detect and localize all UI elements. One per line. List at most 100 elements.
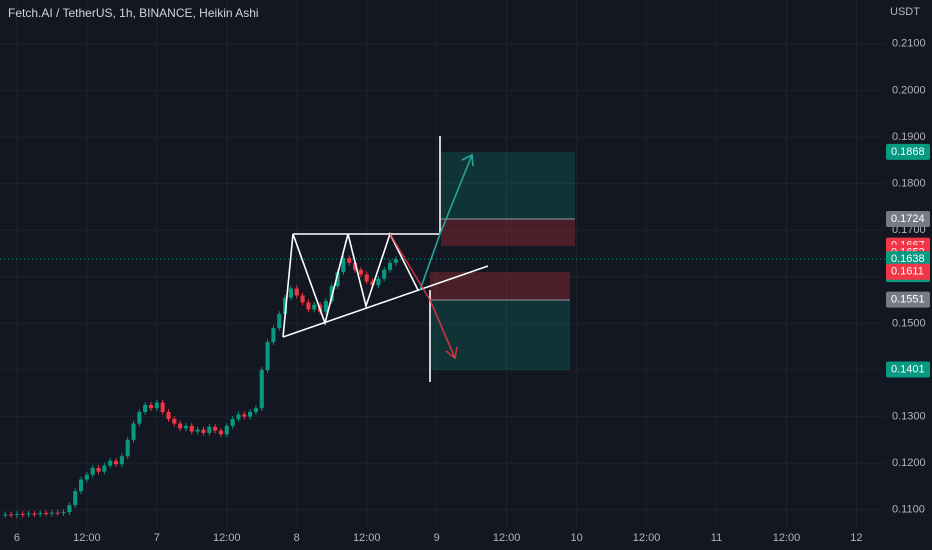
- x-tick-label: 8: [294, 532, 300, 544]
- candle-body: [20, 514, 25, 516]
- candle-body: [84, 474, 89, 480]
- candle-body: [44, 513, 49, 515]
- pattern-lines: [282, 136, 489, 382]
- candle-body: [9, 514, 14, 516]
- y-tick-label: 0.1700: [892, 224, 926, 236]
- candle-body: [253, 408, 258, 412]
- candle-body: [148, 404, 154, 409]
- candle-body: [102, 465, 107, 472]
- candle-body: [55, 512, 60, 514]
- x-tick-label: 12: [850, 532, 862, 544]
- short-target-zone: [430, 300, 570, 370]
- marker-bg: [886, 291, 930, 308]
- candle-body: [300, 295, 305, 303]
- candle-body: [283, 297, 288, 315]
- drawings: [430, 152, 575, 370]
- candle-body: [207, 426, 212, 433]
- marker-bg: [886, 361, 930, 378]
- marker-label: 0.1551: [891, 294, 925, 306]
- long-stop-zone: [441, 219, 575, 246]
- y-tick-label: 0.1100: [892, 504, 925, 516]
- candle-body: [160, 402, 165, 412]
- y-tick-label: 0.1500: [892, 317, 926, 329]
- candle-body: [277, 314, 282, 329]
- candle-body: [387, 262, 393, 270]
- up-arrow-head: [461, 153, 474, 167]
- candle-body: [370, 281, 375, 286]
- x-tick-label: 10: [570, 532, 582, 544]
- candle-body: [218, 430, 223, 435]
- candle-body: [213, 426, 218, 431]
- candle-body: [294, 288, 299, 296]
- price-marker: 0.1551: [886, 291, 930, 308]
- candle-body: [242, 414, 247, 417]
- candle-body: [306, 302, 311, 310]
- candle-body: [172, 418, 177, 424]
- candle-body: [61, 512, 66, 514]
- candle-body: [143, 404, 148, 412]
- candle-body: [353, 262, 358, 270]
- y-tick-label: 0.1300: [892, 411, 926, 423]
- marker-label: 0.1638: [891, 253, 925, 265]
- down-arrow-head: [445, 346, 458, 360]
- candle-body: [3, 514, 8, 516]
- candle-body: [32, 513, 37, 515]
- price-marker: 0.1401: [886, 361, 930, 378]
- y-tick-label: 0.1200: [892, 457, 926, 469]
- grid: [0, 0, 885, 528]
- x-tick-label: 12:00: [773, 532, 801, 544]
- candle-body: [376, 278, 381, 286]
- candle-body: [166, 411, 171, 419]
- x-tick-label: 12:00: [353, 532, 381, 544]
- candle-body: [248, 411, 253, 417]
- price-axis: 0.11000.12000.13000.14000.15000.16000.17…: [14, 38, 930, 544]
- candle-body: [265, 342, 270, 371]
- marker-bg: [886, 263, 930, 280]
- x-tick-label: 12:00: [633, 532, 661, 544]
- candle-body: [38, 513, 43, 515]
- x-tick-label: 9: [434, 532, 440, 544]
- candle-body: [236, 414, 241, 419]
- candle-body: [335, 272, 340, 287]
- candle-body: [49, 512, 54, 514]
- candle-body: [259, 370, 264, 409]
- x-tick-label: 6: [14, 532, 20, 544]
- candle-body: [189, 425, 194, 432]
- candle-body: [119, 456, 124, 465]
- candle-body: [73, 491, 78, 506]
- marker-bg: [886, 211, 930, 228]
- candle-body: [201, 429, 206, 433]
- candle-body: [113, 460, 119, 465]
- candle-body: [96, 467, 101, 472]
- candle-body: [183, 425, 189, 429]
- x-tick-label: 12:00: [213, 532, 241, 544]
- candle-body: [312, 304, 317, 310]
- candle-body: [382, 269, 387, 279]
- candle-body: [224, 425, 229, 435]
- price-marker: 0.1868: [886, 143, 930, 160]
- support-trendline: [282, 265, 489, 338]
- price-marker: 0.1724: [886, 211, 930, 228]
- marker-label: 0.1868: [891, 146, 925, 158]
- candle-body: [393, 259, 398, 263]
- marker-label: 0.1724: [891, 213, 925, 225]
- candle-body: [358, 269, 363, 275]
- y-tick-label: 0.2000: [892, 84, 926, 96]
- x-tick-label: 11: [711, 532, 722, 544]
- y-tick-label: 0.1900: [892, 131, 926, 143]
- candle-body: [329, 286, 334, 302]
- marker-label: 0.1611: [891, 266, 924, 278]
- short-stop-zone: [430, 272, 570, 300]
- candle-body: [271, 328, 276, 343]
- candle-body: [230, 418, 235, 426]
- up-arrow: [419, 154, 473, 291]
- marker-label: 0.1401: [891, 363, 925, 375]
- candle-body: [125, 439, 130, 457]
- x-tick-label: 7: [154, 532, 160, 544]
- candle-body: [364, 274, 369, 282]
- candle-body: [288, 288, 293, 298]
- candle-body: [131, 423, 136, 440]
- marker-bg: [886, 143, 930, 160]
- zigzag: [282, 231, 419, 338]
